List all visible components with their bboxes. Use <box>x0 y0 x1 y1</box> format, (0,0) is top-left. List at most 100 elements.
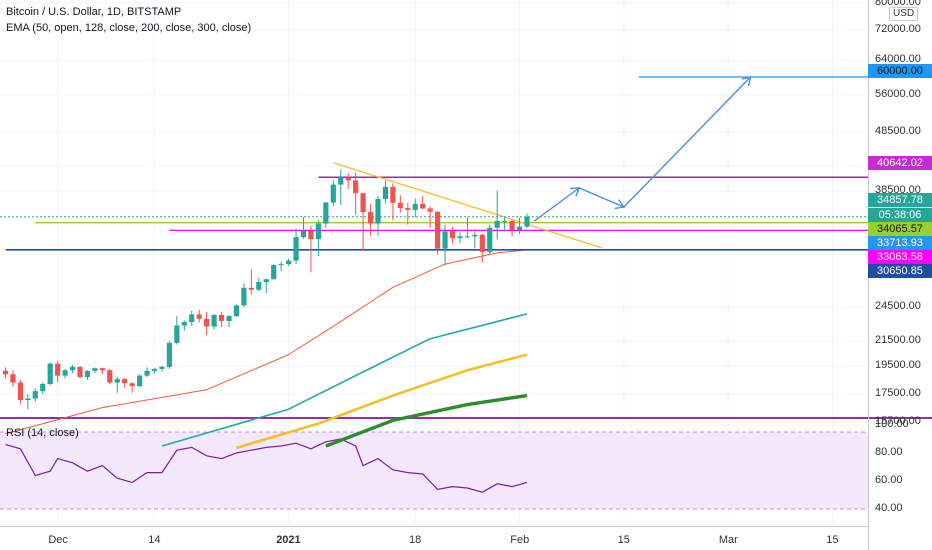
candle-body <box>308 230 314 240</box>
candle-body <box>181 322 187 326</box>
candle-body <box>196 314 202 319</box>
candle-body <box>427 208 433 212</box>
candle-body <box>397 202 403 209</box>
candle-body <box>464 236 470 238</box>
candle-body <box>286 260 292 265</box>
candle-body <box>293 237 299 261</box>
candle-body <box>159 366 165 369</box>
price-tag: 33713.93 <box>868 236 932 250</box>
candle-body <box>367 212 374 224</box>
candle-body <box>382 186 389 199</box>
ema-line-2 <box>161 313 528 447</box>
ema-line-3 <box>236 353 528 450</box>
candle-body <box>256 282 262 290</box>
rsi-axis-label: 60.00 <box>875 474 903 486</box>
price-tag: 05:38:06 <box>868 208 932 222</box>
price-tag: 60000.00 <box>868 64 932 78</box>
time-axis-label: Mar <box>718 534 738 546</box>
candle-body <box>77 366 83 378</box>
rsi-axis-label: 40.00 <box>875 502 903 514</box>
candle-body <box>25 398 31 401</box>
candle-body <box>2 370 9 375</box>
candle-body <box>84 370 91 378</box>
candle-body <box>271 264 277 280</box>
forecast-path <box>534 76 752 222</box>
candle-body <box>278 264 284 266</box>
price-axis-label: 72000.00 <box>875 23 921 36</box>
ema-line-4 <box>325 393 528 448</box>
trend-line <box>333 162 602 249</box>
candle-body <box>226 316 232 321</box>
candle-body <box>211 314 217 327</box>
candle-body <box>10 374 16 383</box>
arrow-head <box>570 187 581 197</box>
candle-body <box>412 203 418 210</box>
candle-body <box>17 382 23 401</box>
currency-badge[interactable]: USD <box>889 7 919 21</box>
price-axis-label: 21500.00 <box>875 334 921 347</box>
price-axis-label: 80000.00 <box>875 0 921 8</box>
candle-body <box>233 305 240 317</box>
candle-body <box>166 342 172 367</box>
rsi-title[interactable]: RSI (14, close) <box>6 427 79 439</box>
candle-body <box>144 370 150 376</box>
candle-body <box>494 220 500 228</box>
candle-body <box>47 363 53 384</box>
rsi-axis-label: 80.00 <box>875 446 903 458</box>
candle-body <box>315 223 321 240</box>
candle-body <box>375 198 381 224</box>
ema-line-1 <box>5 249 528 435</box>
price-tag: 40642.02 <box>868 156 932 170</box>
price-axis-label: 64000.00 <box>875 53 921 66</box>
candle-body <box>323 202 329 224</box>
time-axis-label: 15 <box>826 534 839 546</box>
candle-body <box>107 370 113 383</box>
candle-body <box>330 184 336 203</box>
candle-body <box>62 370 68 376</box>
time-axis-label: 18 <box>409 534 422 546</box>
time-axis-label: Feb <box>510 534 530 546</box>
candle-body <box>114 379 120 383</box>
candle-body <box>55 363 61 376</box>
symbol-title[interactable]: Bitcoin / U.S. Dollar, 1D, BITSTAMP <box>6 6 182 18</box>
candle-body <box>353 180 359 194</box>
candle-body <box>248 287 254 290</box>
candle-body <box>487 227 493 252</box>
candle-body <box>420 203 426 209</box>
candle-body <box>449 231 456 238</box>
price-tag: 33063.58 <box>868 250 932 264</box>
candle-body <box>218 314 225 321</box>
candle-body <box>151 368 158 371</box>
time-axis-label: 15 <box>617 534 630 546</box>
rsi-axis-label: 100.00 <box>875 418 909 430</box>
candle-body <box>122 379 128 384</box>
rsi-band <box>0 432 868 509</box>
candle-body <box>99 368 105 371</box>
arrow-head <box>741 76 752 86</box>
candle-body <box>137 375 143 387</box>
candle-body <box>174 325 180 343</box>
time-axis-label: 2021 <box>276 534 301 546</box>
candle-body <box>509 220 515 231</box>
candles <box>2 169 530 410</box>
candle-body <box>40 383 46 392</box>
candle-body <box>360 193 366 213</box>
candle-body <box>92 368 98 371</box>
price-tag: 34857.78 <box>868 193 932 207</box>
time-axis-label: 14 <box>148 534 161 546</box>
candle-body <box>502 220 508 222</box>
candle-body <box>405 208 411 210</box>
indicator-title[interactable]: EMA (50, open, 128, close, 200, close, 3… <box>6 22 252 34</box>
candle-body <box>472 234 478 237</box>
candle-body <box>435 211 441 249</box>
candle-body <box>338 177 344 185</box>
candle-body <box>457 236 463 238</box>
price-tag: 34065.57 <box>868 222 932 236</box>
candle-body <box>32 391 38 399</box>
candle-body <box>69 366 76 371</box>
candle-body <box>516 226 523 231</box>
candle-body <box>204 318 210 327</box>
price-axis-label: 19500.00 <box>875 359 921 372</box>
